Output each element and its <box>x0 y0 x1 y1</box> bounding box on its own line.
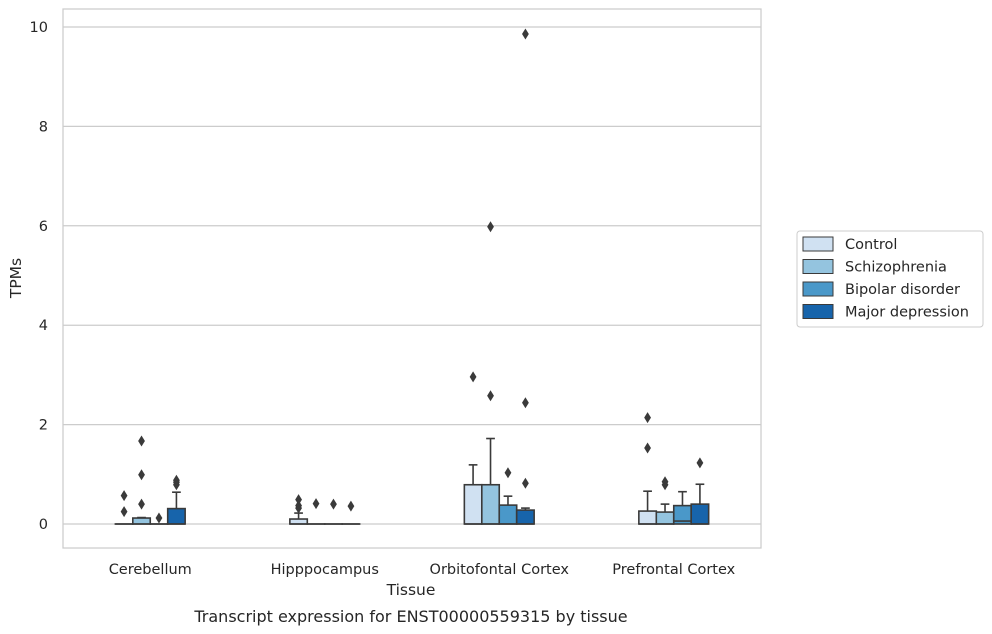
y-axis-ticks: 0 2 4 6 8 10 <box>30 20 48 533</box>
box-body <box>132 517 152 525</box>
outlier-point <box>120 506 128 518</box>
boxes <box>114 437 710 525</box>
legend: Control Schizophrenia Bipolar disorder Majo… <box>796 230 984 328</box>
x-axis-ticks: Cerebellum Hipppocampus Orbitofontal Corte… <box>109 562 736 578</box>
outlier-point <box>295 500 302 512</box>
box-schizophrenia-orbitofontal-cortex <box>480 437 501 525</box>
chart-caption: Transcript expression for ENST0000055931… <box>193 607 627 626</box>
box-body <box>463 483 483 525</box>
outlier-point <box>522 397 529 409</box>
outlier-point <box>138 435 145 447</box>
plot-frame <box>62 8 762 549</box>
box-schizophrenia-prefrontal-cortex <box>655 503 675 525</box>
outlier-point <box>522 477 529 489</box>
box-body <box>166 507 186 525</box>
outlier-point <box>644 412 651 424</box>
legend-label: Schizophrenia <box>845 260 947 276</box>
x-tick-label: Hipppocampus <box>271 562 379 578</box>
box-major-depression-cerebellum <box>166 491 186 525</box>
y-tick-label: 2 <box>39 418 48 434</box>
outlier-point <box>661 476 669 488</box>
y-tick-label: 4 <box>39 318 48 334</box>
box-body <box>690 503 710 525</box>
outlier-point <box>644 442 651 454</box>
y-axis-title: TPMs <box>7 258 25 299</box>
y-tick-label: 8 <box>39 119 48 135</box>
legend-swatch <box>802 304 834 319</box>
outlier-point <box>696 457 704 469</box>
legend-swatch <box>802 236 834 252</box>
legend-frame <box>796 230 984 328</box>
y-tick-label: 10 <box>30 20 48 36</box>
box-control-orbitofontal-cortex <box>463 464 483 525</box>
outlier-point <box>120 490 128 502</box>
outliers <box>120 28 704 524</box>
outlier-point <box>504 467 512 479</box>
box-major-depression-prefrontal-cortex <box>690 483 710 525</box>
box-schizophrenia-cerebellum <box>132 516 152 525</box>
box-major-depression-orbitofontal-cortex <box>515 507 535 525</box>
outlier-point <box>330 498 337 510</box>
box-body <box>498 504 518 525</box>
y-tick-label: 0 <box>39 517 48 533</box>
outlier-point <box>522 28 529 40</box>
outlier-point <box>347 500 355 512</box>
y-tick-label: 6 <box>39 219 48 235</box>
outlier-point <box>487 390 494 402</box>
legend-swatch <box>802 259 834 274</box>
legend-label: Major depression <box>845 305 969 321</box>
x-tick-label: Cerebellum <box>109 562 192 578</box>
outlier-point <box>312 498 320 510</box>
box-body <box>638 510 658 525</box>
outlier-point <box>469 371 477 383</box>
x-tick-label: Prefrontal Cortex <box>612 562 735 578</box>
outlier-point <box>155 512 163 524</box>
x-tick-label: Orbitofontal Cortex <box>430 562 570 578</box>
legend-label: Control <box>845 237 897 253</box>
box-body <box>655 511 675 525</box>
outlier-point <box>138 469 145 481</box>
legend-swatch <box>802 281 834 297</box>
legend-label: Bipolar disorder <box>845 282 960 298</box>
outlier-point <box>138 498 145 510</box>
box-body <box>515 509 535 525</box>
x-axis-title: Tissue <box>386 581 436 599</box>
box-body <box>480 483 501 525</box>
outlier-point <box>173 474 180 486</box>
outlier-point <box>295 494 302 506</box>
outlier-point <box>487 221 494 233</box>
box-bipolar-disorder-orbitofontal-cortex <box>498 495 518 525</box>
